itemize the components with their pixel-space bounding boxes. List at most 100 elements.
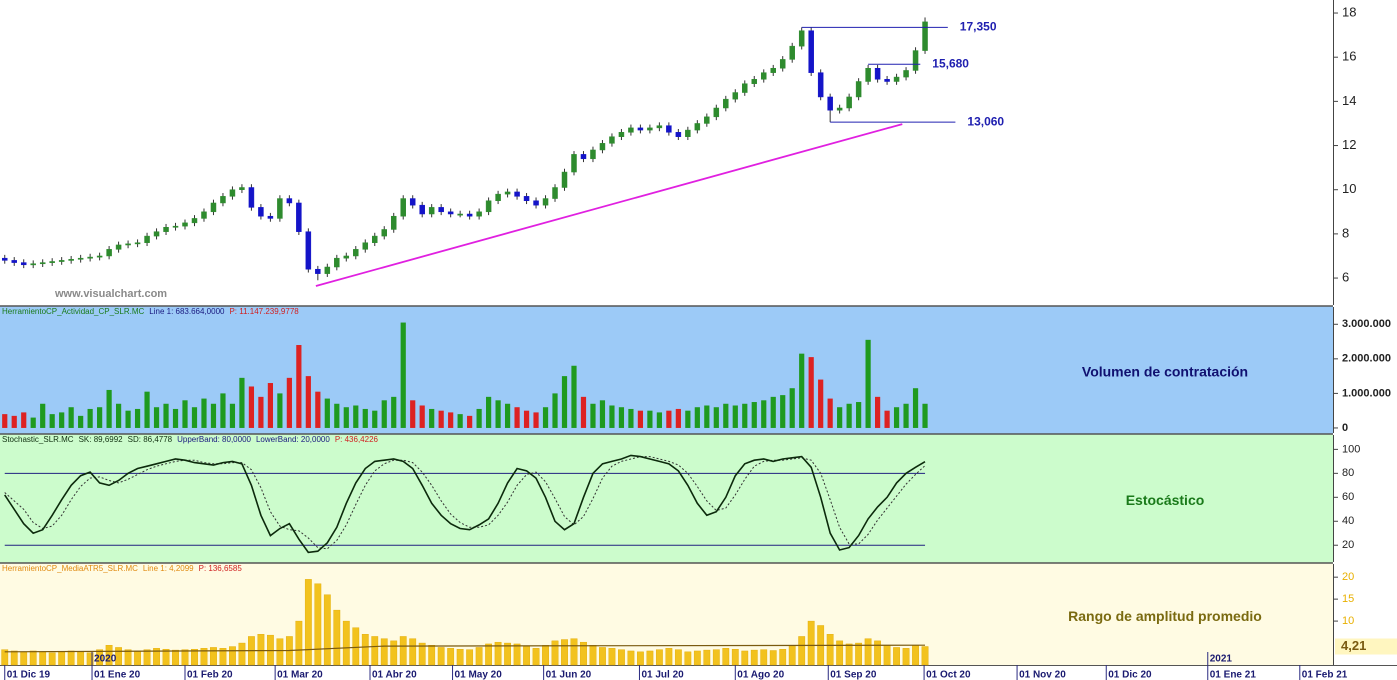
candle-body	[324, 266, 331, 274]
volume-bar	[571, 365, 577, 428]
volume-bar	[296, 345, 302, 428]
panel-legend: HerramientoCP_MediaATR5_SLR.MC Line 1: 4,…	[2, 564, 242, 573]
volume-bar	[884, 410, 890, 428]
candle-body	[390, 215, 397, 230]
legend-part: Line 1: 683.664,0000	[149, 307, 225, 316]
candle-body	[779, 59, 786, 69]
legend-part: UpperBand: 80,0000	[177, 435, 251, 444]
volume-bar	[21, 412, 27, 428]
volume-bar	[704, 405, 710, 428]
volume-bar	[391, 396, 397, 428]
atr-bar	[153, 648, 160, 666]
volume-bar	[457, 414, 463, 428]
legend-part: SK: 89,6992	[79, 435, 124, 444]
y-tick-label: 0	[1342, 422, 1348, 434]
volume-bar	[827, 398, 833, 428]
atr-bar	[589, 645, 597, 666]
axis-area	[1333, 0, 1397, 665]
atr-bar	[618, 649, 625, 666]
atr-bar	[257, 634, 265, 666]
candle-body	[893, 76, 900, 82]
atr-bar	[674, 649, 682, 666]
candle-body	[571, 154, 577, 173]
atr-bar	[532, 648, 540, 666]
atr-bar	[684, 651, 692, 666]
y-tick-label: 1.000.000	[1342, 387, 1391, 399]
y-tick-label: 20	[1342, 571, 1354, 583]
candle-body	[381, 229, 387, 237]
x-tick-label: 01 Dic 19	[7, 670, 51, 680]
atr-bar	[646, 650, 654, 666]
y-tick-label: 3.000.000	[1342, 318, 1391, 330]
candle-body	[580, 154, 587, 160]
atr-average	[4, 644, 926, 653]
volume-bar	[922, 403, 928, 428]
candle-body	[182, 222, 188, 227]
x-tick-label: 01 Dic 20	[1108, 670, 1152, 680]
atr-bar	[693, 650, 701, 666]
volume-bar	[504, 403, 511, 428]
volume-bar	[49, 414, 55, 428]
candle-body	[438, 207, 444, 213]
atr-bar	[608, 648, 616, 666]
atr-bar	[229, 646, 236, 666]
volume-bar	[30, 417, 36, 428]
atr-bar	[29, 650, 37, 666]
volume-bar	[808, 357, 814, 428]
atr-bar	[513, 643, 521, 666]
candle-body	[229, 189, 236, 197]
atr-bar	[371, 636, 379, 666]
y-tick-label: 6	[1342, 269, 1349, 284]
atr-bar	[902, 648, 910, 666]
candle-body	[922, 21, 928, 51]
candle-body	[817, 72, 824, 98]
candle-body	[855, 81, 862, 98]
panel-title: Estocástico	[1126, 492, 1205, 508]
candle-body	[476, 211, 482, 217]
volume-bar	[818, 379, 824, 428]
candle-body	[372, 235, 378, 243]
volume-bar	[153, 407, 160, 428]
atr-bar	[466, 649, 474, 666]
candle-body	[315, 268, 321, 274]
atr-bar	[20, 651, 28, 666]
volume-bar	[286, 377, 292, 428]
atr-bar	[124, 649, 132, 666]
candle-body	[742, 83, 748, 93]
atr-bar	[380, 638, 388, 666]
volume-bar	[742, 403, 748, 428]
candle-body	[628, 127, 634, 133]
x-tick-label: 01 Jul 20	[641, 670, 684, 680]
volume-bar	[191, 407, 198, 428]
x-tick-label: 01 Nov 20	[1019, 670, 1066, 680]
candle-body	[609, 136, 615, 144]
volume-bar	[637, 410, 644, 428]
legend-part: LowerBand: 20,0000	[256, 435, 330, 444]
atr-bar	[96, 649, 104, 666]
candle-body	[144, 235, 150, 243]
candle-body	[220, 196, 226, 204]
candle-body	[447, 211, 454, 215]
candle-body	[68, 259, 74, 261]
level-label: 13,060	[967, 114, 1004, 128]
atr-bar	[731, 648, 739, 666]
candle-body	[760, 72, 767, 80]
volume-bar	[182, 400, 188, 428]
volume-bar	[87, 408, 93, 428]
year-label: 2021	[1210, 654, 1233, 665]
candle-body	[409, 198, 416, 206]
volume-bar	[125, 410, 131, 428]
volume-bar	[476, 408, 482, 428]
volume-bar	[523, 410, 530, 428]
atr-bar	[542, 645, 549, 666]
candle-body	[656, 125, 663, 129]
atr-bar	[722, 648, 730, 666]
volume-bar	[11, 415, 17, 428]
candle-body	[134, 242, 141, 245]
volume-bar	[144, 391, 150, 428]
atr-bar	[48, 652, 56, 666]
candle-body	[153, 231, 160, 237]
candle-body	[704, 116, 710, 124]
candle-body	[637, 127, 644, 131]
